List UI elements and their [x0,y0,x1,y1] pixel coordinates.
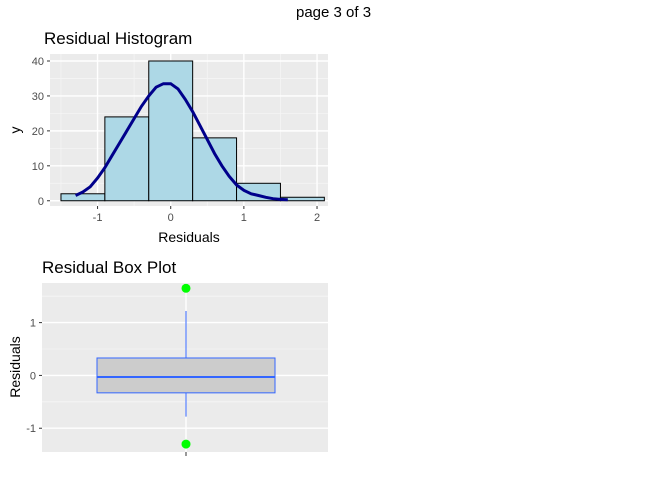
histogram-y-tick-label: 30 [32,91,44,103]
page-label: page 3 of 3 [296,4,372,21]
histogram-title: Residual Histogram [44,29,192,48]
histogram-x-tick-label: 2 [314,212,320,224]
histogram-y-axis-title: y [7,127,23,134]
histogram-x-tick-label: -1 [93,212,103,224]
boxplot-outlier-point [181,283,191,293]
boxplot-body [96,283,276,449]
histogram-x-tick-label: 0 [168,212,174,224]
histogram-bar [148,60,194,202]
histogram-bar [192,137,238,202]
histogram-bar [60,193,106,202]
histogram-bar [236,182,281,202]
histogram-x-tick-label: 1 [241,212,247,224]
histogram-y-tick-label: 0 [38,196,44,208]
boxplot-box [96,357,276,394]
boxplot-title: Residual Box Plot [42,258,176,277]
boxplot-chart: Residual Box Plot -1 0 1 Residuals [7,258,328,456]
histogram-y-tick-label: 40 [32,56,44,68]
boxplot-y-axis-title: Residuals [7,336,23,397]
boxplot-y-tick-label: -1 [26,423,36,435]
histogram-y-tick-label: 20 [32,126,44,138]
boxplot-ticks: -1 0 1 [26,318,187,456]
boxplot-y-tick-label: 0 [30,370,36,382]
boxplot-outlier-point [181,439,191,449]
density-curve [74,82,288,202]
boxplot-y-tick-label: 1 [30,318,36,330]
histogram-x-axis-title: Residuals [158,229,219,245]
histogram-y-tick-label: 10 [32,161,44,173]
